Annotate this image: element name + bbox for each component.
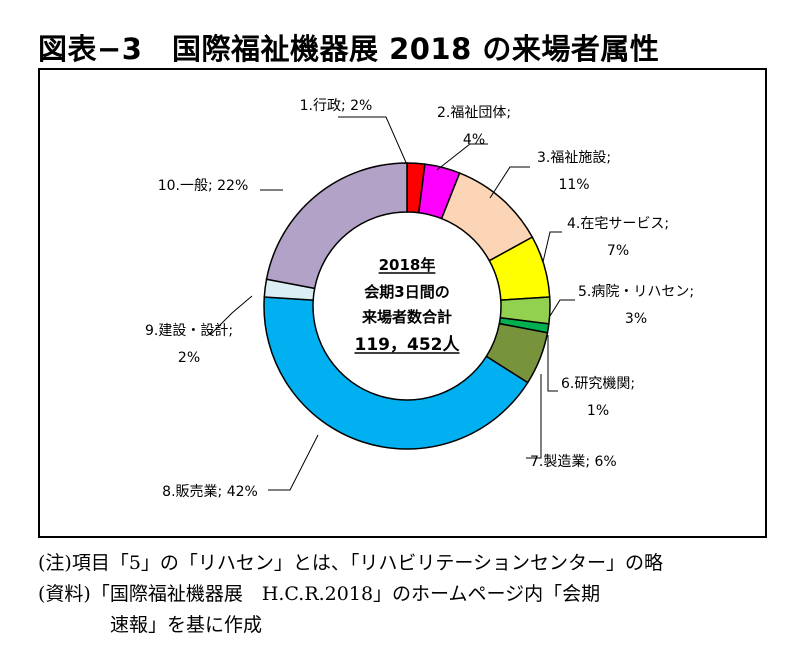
chart-frame <box>38 68 767 538</box>
footnotes: (注)項目「5」の「リハセン」とは、「リハビリテーションセンター」の略 (資料)… <box>38 548 663 641</box>
center-text-line-3: 来場者数合計 <box>361 308 452 326</box>
leader-line-9 <box>209 295 253 336</box>
slice-label-5: 5.病院・リハセン; 3% <box>578 284 694 327</box>
leader-line-1 <box>338 116 409 168</box>
donut-slice-8 <box>263 296 529 450</box>
leader-line-2 <box>436 143 488 171</box>
center-text-line-2: 会期3日間の <box>364 283 449 301</box>
donut-slice-10 <box>265 162 408 290</box>
chart-title: 図表−3 国際福祉機器展 2018 の来場者属性 <box>38 32 660 66</box>
leader-line-6 <box>547 335 558 392</box>
leader-line-5 <box>549 299 575 317</box>
note-source: (資料)「国際福祉機器展 H.C.R.2018」のホームページ内「会期 <box>38 583 601 605</box>
slice-label-7: 7.製造業; 6% <box>530 454 617 470</box>
center-text-line-1: 2018年 <box>379 256 436 274</box>
slice-label-4: 4.在宅サービス; 7% <box>567 216 669 259</box>
slice-label-6: 6.研究機関; 1% <box>561 376 635 419</box>
slice-label-10: 10.一般; 22% <box>158 178 249 194</box>
note-source-continued: 速報」を基に作成 <box>110 614 263 636</box>
slice-label-2: 2.福祉団体; 4% <box>437 105 511 148</box>
donut-chart: 1.行政; 2% 2.福祉団体; 4% 3.福祉施設; 11% 4.在宅サービス; 7% 5.… <box>145 98 694 500</box>
slice-label-8: 8.販売業; 42% <box>162 484 258 500</box>
leader-line-3 <box>489 166 530 199</box>
note-abbreviation: (注)項目「5」の「リハセン」とは、「リハビリテーションセンター」の略 <box>38 552 664 574</box>
center-text-line-4: 119，452人 <box>355 335 461 355</box>
slice-label-9: 9.建設・設計; 2% <box>145 323 233 366</box>
leader-line-7 <box>526 374 542 459</box>
slice-label-3: 3.福祉施設; 11% <box>537 150 611 193</box>
leader-line-4 <box>542 231 562 263</box>
leader-line-8 <box>268 434 319 491</box>
slice-label-1: 1.行政; 2% <box>300 98 373 114</box>
